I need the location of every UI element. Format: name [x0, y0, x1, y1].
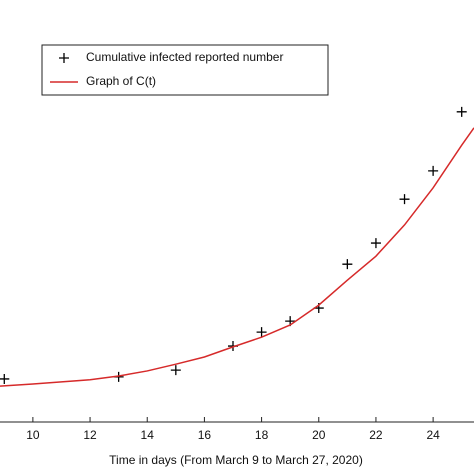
legend-label: Cumulative infected reported number	[86, 50, 283, 64]
x-axis-label: Time in days (From March 9 to March 27, …	[109, 453, 363, 467]
x-tick-label: 20	[312, 428, 326, 442]
plus-marker	[0, 373, 10, 384]
fit-line	[0, 127, 474, 387]
plus-marker	[399, 194, 410, 205]
plus-marker	[170, 365, 181, 376]
x-tick-label: 22	[369, 428, 383, 442]
legend-marker	[59, 53, 69, 63]
x-tick-label: 10	[26, 428, 40, 442]
plus-marker	[456, 106, 467, 117]
plus-marker	[256, 327, 267, 338]
x-tick-label: 14	[141, 428, 155, 442]
x-tick-label: 24	[426, 428, 440, 442]
legend-label: Graph of C(t)	[86, 74, 156, 88]
x-tick-label: 12	[83, 428, 97, 442]
plus-marker	[342, 259, 353, 270]
x-tick-label: 18	[255, 428, 269, 442]
legend-box	[41, 44, 329, 96]
plus-marker	[370, 238, 381, 249]
x-tick-label: 16	[198, 428, 212, 442]
plus-marker	[428, 165, 439, 176]
